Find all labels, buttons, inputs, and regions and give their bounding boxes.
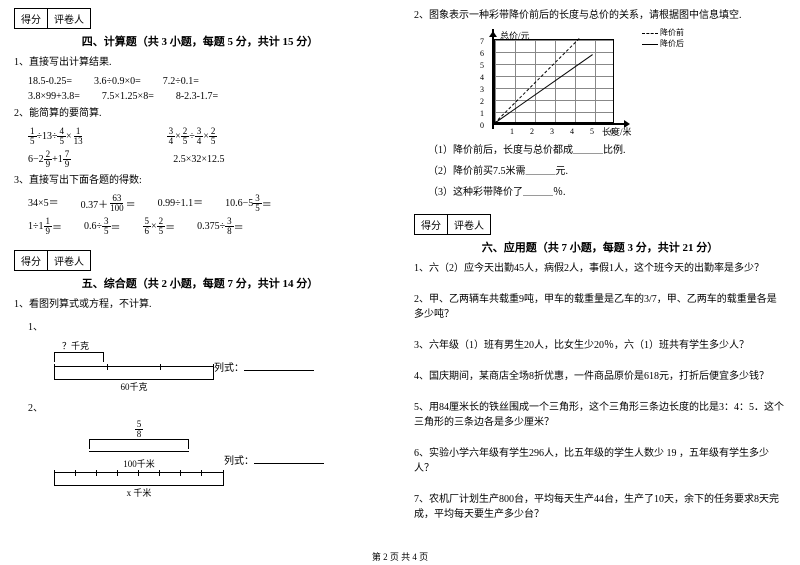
score-label: 得分 <box>415 215 448 234</box>
grader-label: 评卷人 <box>48 9 90 28</box>
page-footer: 第 2 页 共 4 页 <box>0 550 800 563</box>
expr: 6−229+179 <box>28 150 71 169</box>
grader-label: 评卷人 <box>48 251 90 270</box>
expr: 1÷119＝ <box>28 217 62 236</box>
s4-q3: 3、直接写出下面各题的得数: <box>14 173 386 188</box>
expr: 0.6÷35＝ <box>84 217 121 236</box>
expr: 56×25＝ <box>143 217 176 236</box>
diagram-label: 60千克 <box>54 380 214 393</box>
s4-q2: 2、能简算的要简算. <box>14 106 386 121</box>
section6-title: 六、应用题（共 7 小题，每题 3 分，共计 21 分） <box>414 239 786 255</box>
grader-label: 评卷人 <box>448 215 490 234</box>
expr: 8-2.3-1.7= <box>176 91 218 102</box>
price-graph: 降价前 降价后 总价/元 长度/米 7 6 5 4 3 2 1 0 1 2 3 … <box>474 29 634 139</box>
r-q2: 2、图象表示一种彩带降价前后的长度与总价的关系，请根据图中信息填空. <box>414 8 786 23</box>
s6-q2: 2、甲、乙两辆车共载重9吨，甲车的载重量是乙车的3/7，甲、乙两车的载重量各是多… <box>414 292 786 322</box>
diagram-label: 100千米 <box>54 457 224 470</box>
s4-q3-row1: 34×5＝ 0.37＋63100＝ 0.99÷1.1＝ 10.6−535＝ <box>14 194 386 213</box>
expr: 0.37＋63100＝ <box>81 194 136 213</box>
diagram-label: x 千米 <box>54 486 224 499</box>
diagram-2: 58 100千米 x 千米 <box>54 420 224 499</box>
s4-q1-row2: 3.8×99+3.8= 7.5×1.25×8= 8-2.3-1.7= <box>14 91 386 102</box>
expr: 10.6−535＝ <box>225 194 272 213</box>
section5-title: 五、综合题（共 2 小题，每题 7 分，共计 14 分） <box>14 275 386 291</box>
expr: 2.5×32×12.5 <box>173 150 224 169</box>
score-label: 得分 <box>15 9 48 28</box>
expr: 7.5×1.25×8= <box>102 91 154 102</box>
diagram-label: ？千克 <box>62 339 214 352</box>
s6-q5: 5、用84厘米长的铁丝围成一个三角形，这个三角形三条边长度的比是3：4：5．这个… <box>414 400 786 430</box>
s4-q2-row1: 15÷13÷45×113 34×25÷34×25 <box>14 127 386 146</box>
expr: 15÷13÷45×113 <box>28 127 85 146</box>
r-sub1: （1）降价前后，长度与总价都成＿＿＿比例. <box>414 143 786 158</box>
right-column: 2、图象表示一种彩带降价前后的长度与总价的关系，请根据图中信息填空. 降价前 降… <box>400 0 800 565</box>
blank[interactable] <box>254 454 324 464</box>
score-label: 得分 <box>15 251 48 270</box>
expr: 7.2÷0.1= <box>163 76 199 87</box>
expr: 0.375÷38＝ <box>197 217 244 236</box>
expr: 3.6÷0.9×0= <box>94 76 141 87</box>
s6-q7: 7、农机厂计划生产800台，平均每天生产44台，生产了10天，余下的任务要求8天… <box>414 492 786 522</box>
section4-title: 四、计算题（共 3 小题，每题 5 分，共计 15 分） <box>14 33 386 49</box>
s4-q2-row2: 6−229+179 2.5×32×12.5 <box>14 150 386 169</box>
diagram-1: ？千克 60千克 <box>54 339 214 393</box>
expr: 18.5-0.25= <box>28 76 72 87</box>
blank[interactable] <box>244 361 314 371</box>
score-box: 得分 评卷人 <box>14 250 91 271</box>
s6-q4: 4、国庆期间，某商店全场8折优惠，一件商品原价是618元，打折后便宜多少钱？ <box>414 369 786 384</box>
r-sub3: （3）这种彩带降价了＿＿＿％. <box>414 185 786 200</box>
expr: 34×5＝ <box>28 194 59 213</box>
s5-q1: 1、看图列算式或方程，不计算. <box>14 297 386 312</box>
formula-label: 列式： <box>214 359 314 374</box>
score-box: 得分 评卷人 <box>14 8 91 29</box>
s5-sub2: 2、 <box>14 399 386 414</box>
expr: 34×25÷34×25 <box>167 127 218 146</box>
s4-q3-row2: 1÷119＝ 0.6÷35＝ 56×25＝ 0.375÷38＝ <box>14 217 386 236</box>
s4-q1: 1、直接写出计算结果. <box>14 55 386 70</box>
expr: 0.99÷1.1＝ <box>158 194 204 213</box>
graph-legend: 降价前 降价后 <box>642 27 684 49</box>
left-column: 得分 评卷人 四、计算题（共 3 小题，每题 5 分，共计 15 分） 1、直接… <box>0 0 400 565</box>
x-axis-label: 长度/米 <box>602 125 632 138</box>
r-sub2: （2）降价前买7.5米需＿＿＿元. <box>414 164 786 179</box>
s6-q6: 6、实验小学六年级有学生296人，比五年级的学生人数少 19 ，五年级有学生多少… <box>414 446 786 476</box>
y-axis-label: 总价/元 <box>500 29 530 42</box>
expr: 3.8×99+3.8= <box>28 91 80 102</box>
s6-q1: 1、六（2）应今天出勤45人，病假2人，事假1人，这个班今天的出勤率是多少？ <box>414 261 786 276</box>
s6-q3: 3、六年级（1）班有男生20人，比女生少20％，六（1）班共有学生多少人？ <box>414 338 786 353</box>
score-box: 得分 评卷人 <box>414 214 491 235</box>
formula-label: 列式： <box>224 452 324 467</box>
s5-sub1: 1、 <box>14 318 386 333</box>
s4-q1-row1: 18.5-0.25= 3.6÷0.9×0= 7.2÷0.1= <box>14 76 386 87</box>
